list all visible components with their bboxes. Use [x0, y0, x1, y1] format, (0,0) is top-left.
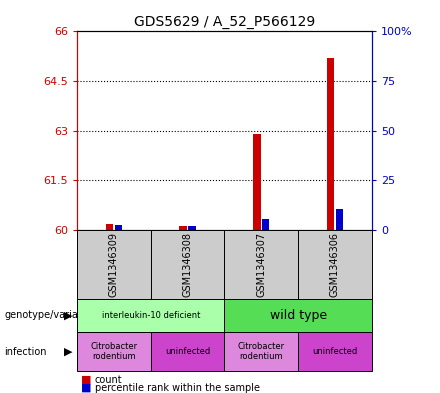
Bar: [327, 58, 334, 230]
Bar: [336, 209, 343, 230]
Title: GDS5629 / A_52_P566129: GDS5629 / A_52_P566129: [134, 15, 315, 29]
Text: infection: infection: [4, 347, 47, 357]
Bar: [180, 226, 187, 230]
Text: ▶: ▶: [64, 347, 73, 357]
Text: count: count: [95, 375, 122, 385]
Text: uninfected: uninfected: [165, 347, 210, 356]
Text: genotype/variation: genotype/variation: [4, 310, 97, 320]
Text: interleukin-10 deficient: interleukin-10 deficient: [102, 311, 200, 320]
Text: percentile rank within the sample: percentile rank within the sample: [95, 383, 260, 393]
Text: ▶: ▶: [64, 310, 73, 320]
Text: uninfected: uninfected: [312, 347, 358, 356]
Text: GSM1346306: GSM1346306: [330, 232, 340, 297]
Bar: [188, 226, 196, 230]
Text: GSM1346309: GSM1346309: [109, 232, 119, 297]
Text: ■: ■: [81, 383, 92, 393]
Text: Citrobacter
rodentium: Citrobacter rodentium: [238, 342, 285, 362]
Bar: [114, 225, 122, 230]
Bar: [253, 134, 260, 230]
Text: GSM1346307: GSM1346307: [256, 232, 266, 297]
Bar: [106, 224, 113, 230]
Text: Citrobacter
rodentium: Citrobacter rodentium: [90, 342, 137, 362]
Bar: [262, 219, 269, 230]
Text: wild type: wild type: [270, 309, 326, 322]
Text: GSM1346308: GSM1346308: [183, 232, 193, 297]
Text: ■: ■: [81, 375, 92, 385]
